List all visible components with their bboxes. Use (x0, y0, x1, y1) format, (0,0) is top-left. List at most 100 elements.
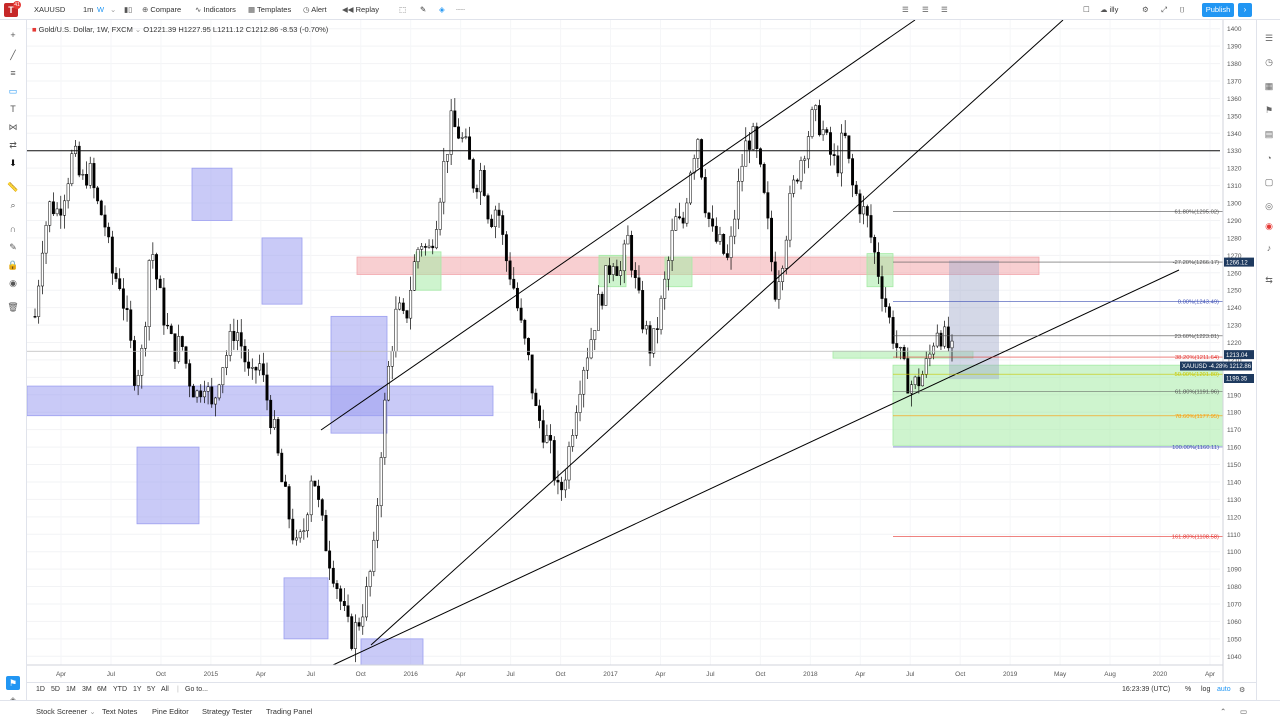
compare-label: Compare (150, 5, 182, 14)
alert-button[interactable]: ◷ Alert (303, 3, 327, 17)
price-axis[interactable]: 1400 1390 1380 1370 1360 1350 1340 1330 1320 1310… (1180, 20, 1256, 682)
notifications-icon[interactable]: ◉ (1265, 221, 1273, 231)
candle-up (295, 537, 298, 541)
candle-down (59, 208, 63, 216)
goto-button[interactable]: Go to... (185, 686, 208, 693)
indicators-button[interactable]: ∿ Indicators (195, 3, 236, 17)
horizontal-lines-icon[interactable]: ≡ (10, 68, 16, 78)
tab-strategy-tester[interactable]: Strategy Tester (202, 707, 253, 716)
watchlist-icon[interactable]: ☰ (1264, 33, 1274, 43)
interval-chevron-icon[interactable]: ⌄ (110, 5, 117, 14)
candles-chart-type-icon[interactable]: ▮▯ (124, 5, 133, 14)
text-icon[interactable]: T (10, 104, 16, 114)
alerts-list-icon[interactable]: ◷ (1265, 57, 1273, 67)
candle-up (177, 336, 181, 362)
candle-up (353, 622, 357, 649)
rectangle-icon[interactable]: ▭ (8, 86, 18, 96)
trend-line-channel-lower (370, 20, 1064, 646)
candle-down (825, 129, 829, 133)
fullscreen-icon[interactable]: ⤢ (1161, 5, 1167, 14)
candle-up (434, 229, 438, 249)
candle-down (110, 236, 114, 274)
forecast-icon[interactable]: ⇄ (9, 140, 17, 150)
templates-button[interactable]: ▦ Templates (248, 3, 291, 17)
fib-label: 61.80%(1191.96) (1175, 389, 1219, 395)
compare-button[interactable]: ⊕ Compare (142, 3, 181, 17)
price-chart[interactable]: 61.80%(1295.02) -27.20%(1266.17) 0.00%(124… (27, 20, 1256, 682)
symbol-search[interactable]: XAUUSD (34, 5, 66, 14)
price-tick-label: 1120 (1227, 514, 1241, 521)
chart-settings-gear-icon[interactable]: ⚙ (1239, 687, 1246, 694)
camera-icon[interactable]: ⌷ (1180, 5, 1185, 14)
hotlist-icon[interactable]: ⚑ (1264, 105, 1274, 115)
pattern-icon[interactable]: ⋈ (8, 122, 18, 132)
layout-square-icon[interactable]: ☐ (1083, 5, 1090, 14)
arrow-down-icon[interactable]: ⬇ (9, 158, 17, 168)
legend-chevron-icon[interactable]: ⌄ (134, 25, 144, 34)
time-axis[interactable]: Apr Jul Oct 2015 Apr Jul Oct 2016 Apr Jul Oct 2017 A… (27, 664, 1223, 678)
price-tick-label: 1220 (1227, 340, 1242, 347)
timeframe-5y[interactable]: 5Y (147, 686, 156, 693)
favorite-drawings-icon[interactable]: ⚑ (6, 676, 20, 690)
maximize-panel-icon[interactable]: ▭ (1240, 707, 1248, 716)
magnet-icon[interactable]: ∩ (9, 224, 17, 234)
alarm-clock-icon: ◷ (303, 5, 312, 14)
utc-clock[interactable]: 16:23:39 (UTC) (1122, 686, 1171, 693)
ideas-icon[interactable]: ◔ (1266, 153, 1272, 163)
candle-down (114, 272, 118, 279)
timeframe-6m[interactable]: 6M (97, 686, 107, 693)
crosshair-icon[interactable]: + (10, 30, 16, 40)
percent-scale-button[interactable]: % (1185, 686, 1192, 693)
timeframe-all[interactable]: All (161, 686, 169, 693)
order-panel-icon[interactable]: ⇆ (1265, 275, 1273, 285)
trash-icon[interactable]: 🗑 (7, 302, 19, 312)
rectangle-tool-icon[interactable]: ⬚ (399, 5, 407, 14)
top-toolbar: T 41 XAUUSD 1m W ⌄ ▮▯ ⊕ Compare ∿ Indica… (0, 0, 1280, 20)
zoom-icon[interactable]: ⌕ (10, 200, 16, 210)
timeframe-1y[interactable]: 1Y (133, 686, 142, 693)
tab-stock-screener[interactable]: Stock Screener ⌄ (36, 707, 96, 716)
candle-down (876, 251, 880, 277)
fibonacci-levels: 61.80%(1295.02) -27.20%(1266.17) 0.00%(124… (893, 210, 1223, 541)
timeframe-3m[interactable]: 3M (82, 686, 92, 693)
trend-line-icon[interactable]: ╱ (10, 50, 16, 60)
tab-pine-editor[interactable]: Pine Editor (152, 707, 189, 716)
publish-button[interactable]: Publish (1202, 3, 1234, 17)
candle-up (913, 376, 917, 385)
ruler-icon[interactable]: 📏 (7, 182, 19, 192)
timeframe-1m[interactable]: 1M (66, 686, 76, 693)
log-scale-button[interactable]: log (1201, 686, 1211, 693)
gear-icon[interactable]: ⚙ (1142, 5, 1149, 14)
layout-name-button[interactable]: ☁ illy (1100, 3, 1118, 17)
candle-down (99, 200, 103, 216)
candle-up (217, 384, 221, 399)
tab-trading-panel[interactable]: Trading Panel (266, 707, 313, 716)
line-style-icon[interactable]: ┄┄ (456, 5, 466, 14)
publish-arrow-icon[interactable]: › (1238, 3, 1252, 17)
bell-icon[interactable]: ♪ (1266, 243, 1272, 253)
price-tick-label: 1380 (1227, 61, 1242, 68)
streams-icon[interactable]: ◎ (1265, 201, 1273, 211)
timeframe-1d[interactable]: 1D (36, 686, 45, 693)
replay-button[interactable]: ◀◀ Replay (342, 3, 379, 17)
align-left-icon[interactable]: ☰ (902, 5, 909, 14)
interval-1m[interactable]: 1m (83, 5, 94, 14)
timeframe-ytd[interactable]: YTD (113, 686, 127, 693)
compare-plus-icon: ⊕ (142, 5, 151, 14)
lock-icon[interactable]: 🔒 (7, 260, 19, 270)
stay-drawing-icon[interactable]: ✎ (9, 242, 17, 252)
tab-text-notes[interactable]: Text Notes (102, 707, 138, 716)
auto-scale-button[interactable]: auto (1217, 686, 1231, 693)
chat-icon[interactable]: ▢ (1264, 177, 1274, 187)
price-tick-label: 1300 (1227, 201, 1242, 208)
data-window-icon[interactable]: ▦ (1264, 81, 1274, 91)
align-center-icon[interactable]: ☰ (922, 5, 929, 14)
pencil-icon[interactable]: ✎ (420, 5, 427, 14)
calendar-icon[interactable]: ▤ (1264, 129, 1274, 139)
fill-color-icon[interactable]: ◈ (439, 5, 445, 14)
collapse-panel-icon[interactable]: ⌃ (1220, 707, 1227, 716)
eye-icon[interactable]: ◉ (9, 278, 17, 288)
interval-weekly[interactable]: W (97, 5, 105, 14)
timeframe-5d[interactable]: 5D (51, 686, 60, 693)
list-icon[interactable]: ☰ (941, 5, 948, 14)
